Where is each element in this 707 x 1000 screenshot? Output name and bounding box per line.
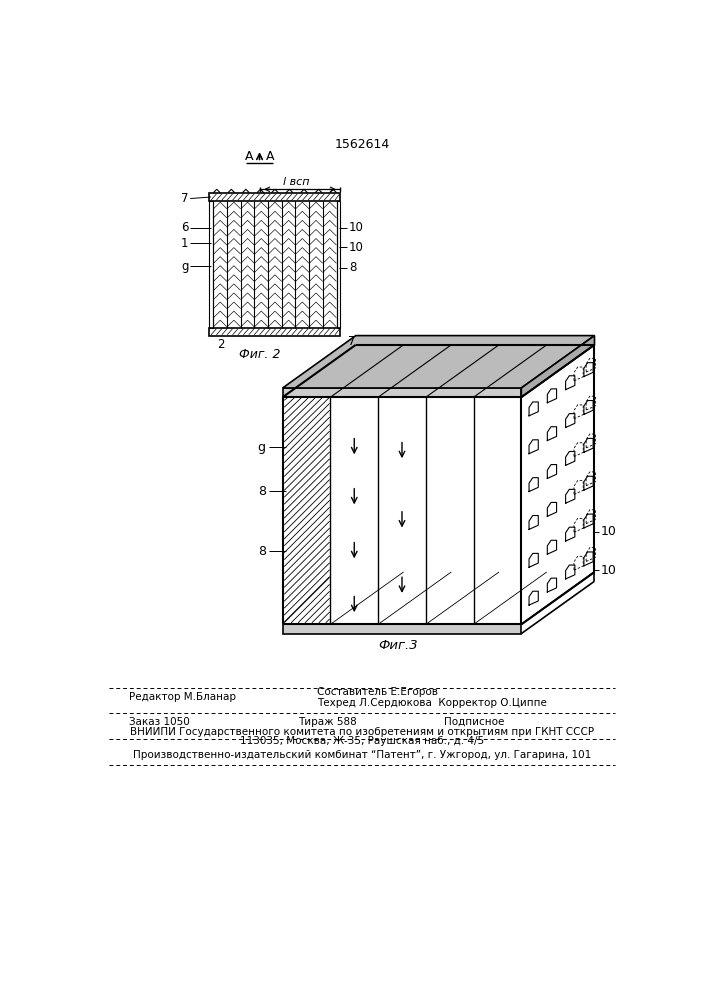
Text: g: g: [258, 441, 266, 454]
Text: Составитель Е.Егоров: Составитель Е.Егоров: [317, 687, 438, 697]
Text: 10: 10: [601, 525, 617, 538]
Text: 7: 7: [348, 335, 356, 348]
Text: ВНИИПИ Государственного комитета по изобретениям и открытиям при ГКНТ СССР: ВНИИПИ Государственного комитета по изоб…: [130, 727, 594, 737]
Text: Фиг. 2: Фиг. 2: [239, 348, 280, 361]
Bar: [283, 624, 521, 634]
Text: 2: 2: [217, 338, 225, 351]
Polygon shape: [283, 336, 595, 388]
Bar: [209, 201, 214, 328]
Text: 8: 8: [258, 545, 266, 558]
Bar: [209, 193, 340, 201]
Text: Техред Л.Сердюкова  Корректор О.Циппе: Техред Л.Сердюкова Корректор О.Циппе: [317, 698, 547, 708]
Text: 10: 10: [349, 241, 363, 254]
Text: Редактор М.Бланар: Редактор М.Бланар: [129, 692, 235, 702]
Text: 7: 7: [181, 192, 189, 205]
Text: 10: 10: [349, 221, 363, 234]
Text: 10: 10: [601, 564, 617, 577]
Bar: [283, 388, 521, 397]
Polygon shape: [521, 336, 595, 397]
Text: 8: 8: [349, 261, 356, 274]
Text: 1562614: 1562614: [334, 138, 390, 151]
Text: l всп: l всп: [283, 177, 310, 187]
Text: 8: 8: [258, 485, 266, 498]
Text: Фиг.3: Фиг.3: [378, 639, 418, 652]
Text: 113035, Москва, Ж-35, Раушская наб., д. 4/5: 113035, Москва, Ж-35, Раушская наб., д. …: [240, 736, 484, 746]
Text: Заказ 1050: Заказ 1050: [129, 717, 189, 727]
Bar: [209, 328, 340, 336]
Text: Производственно-издательский комбинат “Патент”, г. Ужгород, ул. Гагарина, 101: Производственно-издательский комбинат “П…: [133, 750, 591, 760]
Bar: [337, 201, 340, 328]
Text: 6: 6: [181, 221, 189, 234]
Text: g: g: [181, 260, 189, 273]
Text: Подписное: Подписное: [444, 717, 505, 727]
Text: Тираж 588: Тираж 588: [298, 717, 357, 727]
Text: 1: 1: [181, 237, 189, 250]
Text: А - А: А - А: [245, 150, 274, 163]
